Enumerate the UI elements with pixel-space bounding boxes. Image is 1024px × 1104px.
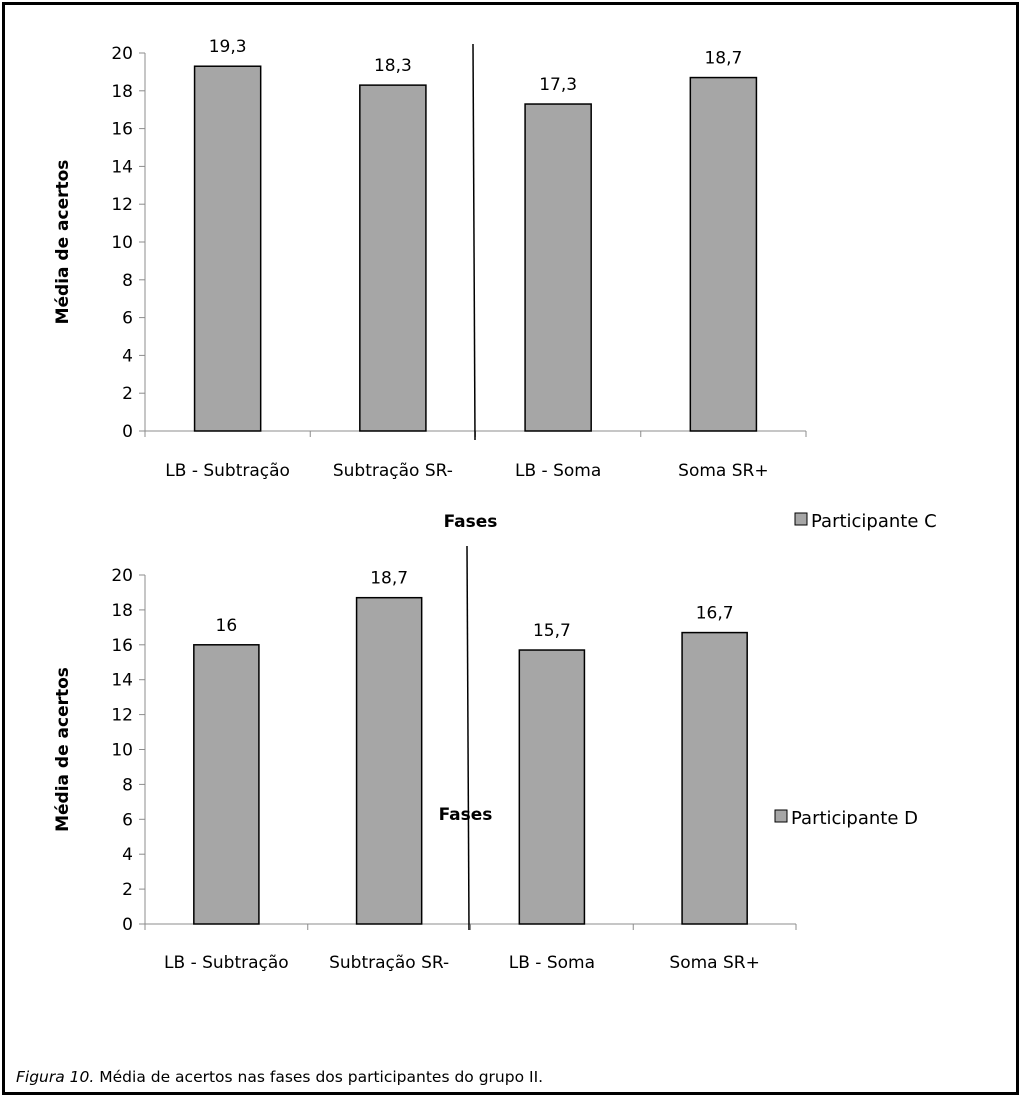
chart1-y-tick-label: 0	[122, 422, 133, 442]
chart2-data-label: 15,7	[533, 621, 571, 641]
chart1-y-tick-label: 14	[111, 157, 133, 177]
chart2-x-axis-title: Fases	[439, 805, 493, 825]
chart1-data-label: 18,3	[374, 56, 412, 76]
chart2-category-label: Subtração SR-	[329, 953, 449, 973]
chart2-y-tick-label: 10	[111, 741, 133, 761]
chart2-category-label: Soma SR+	[669, 953, 759, 973]
chart1-y-tick-label: 6	[122, 309, 133, 329]
chart1-bar	[689, 76, 758, 432]
chart2-data-label: 18,7	[370, 569, 408, 589]
chart1-data-label: 17,3	[539, 75, 577, 95]
chart2-legend-swatch	[774, 809, 788, 823]
chart2-y-tick-label: 2	[122, 880, 133, 900]
chart1-category-label: LB - Subtração	[165, 461, 290, 481]
chart1-y-tick-label: 20	[111, 44, 133, 64]
chart1-y-tick-label: 8	[122, 271, 133, 291]
chart2-y-tick-label: 8	[122, 775, 133, 795]
chart2-y-tick-label: 14	[111, 671, 133, 691]
chart1-category-label: Soma SR+	[678, 461, 768, 481]
chart2-y-tick-label: 0	[122, 915, 133, 935]
chart2-y-tick-label: 16	[111, 636, 133, 656]
caption-text: Média de acertos nas fases dos participa…	[94, 1068, 544, 1086]
chart1-bar	[193, 65, 262, 432]
chart2-category-label: LB - Subtração	[164, 953, 289, 973]
chart1-legend-swatch	[794, 512, 808, 526]
chart1-y-tick-label: 16	[111, 120, 133, 140]
chart1-y-tick-label: 2	[122, 384, 133, 404]
chart1-y-tick-label: 12	[111, 195, 133, 215]
chart1-y-tick-label: 4	[122, 346, 133, 366]
chart1-category-label: Subtração SR-	[333, 461, 453, 481]
chart2-bar	[681, 631, 748, 925]
chart1-phase-divider	[472, 43, 476, 441]
chart2-y-tick-label: 20	[111, 566, 133, 586]
caption-figure-label: Figura 10.	[16, 1068, 95, 1086]
chart2-category-label: LB - Soma	[509, 953, 595, 973]
chart2-data-label: 16,7	[696, 604, 734, 624]
chart1-bar	[359, 84, 427, 432]
chart1-bar	[524, 103, 592, 432]
chart1-y-axis-title: Média de acertos	[53, 160, 73, 325]
chart1-data-label: 18,7	[704, 49, 742, 69]
chart1-y-tick-label: 10	[111, 233, 133, 253]
chart2-y-tick-label: 12	[111, 706, 133, 726]
chart2-legend-label: Participante D	[791, 808, 918, 829]
chart1-legend-label: Participante C	[811, 511, 937, 532]
chart2-y-axis-title: Média de acertos	[53, 667, 73, 832]
chart2-y-tick-label: 4	[122, 845, 133, 865]
chart1-y-tick-label: 18	[111, 82, 133, 102]
chart2-phase-divider	[466, 545, 470, 931]
chart2-bar	[518, 649, 586, 925]
chart2-y-tick-label: 6	[122, 810, 133, 830]
chart2-y-tick-label: 18	[111, 601, 133, 621]
chart1-category-label: LB - Soma	[515, 461, 601, 481]
chart1-x-axis-title: Fases	[444, 512, 498, 532]
chart2-bar	[355, 596, 423, 925]
figure-caption: Figura 10. Média de acertos nas fases do…	[16, 1068, 543, 1086]
chart2-data-label: 16	[216, 616, 238, 636]
chart1-data-label: 19,3	[209, 37, 247, 57]
chart2-bar	[193, 644, 260, 925]
